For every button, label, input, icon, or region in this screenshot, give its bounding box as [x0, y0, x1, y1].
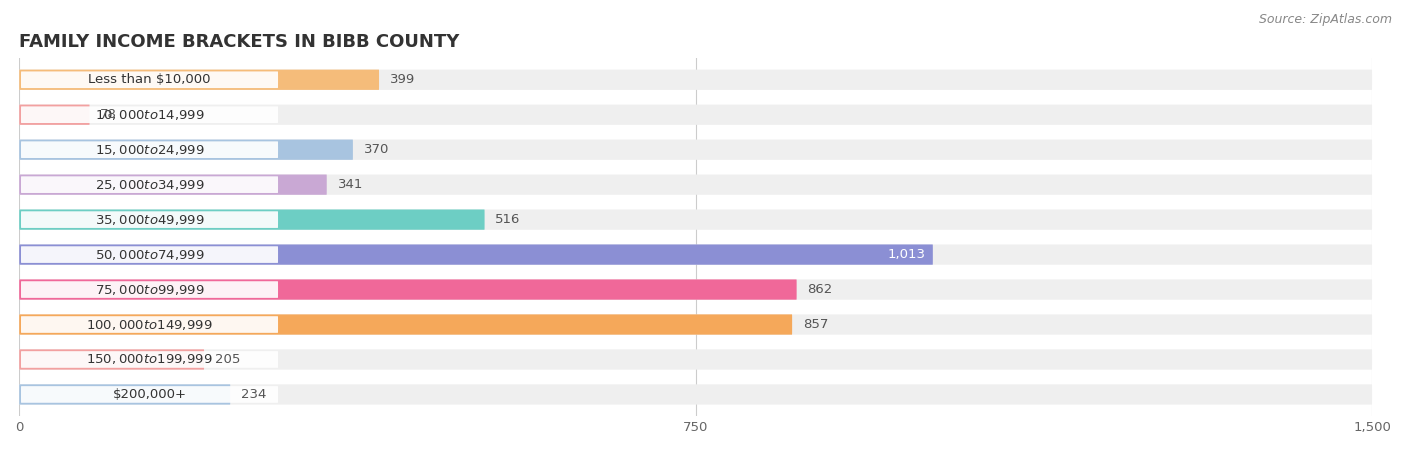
FancyBboxPatch shape	[20, 175, 326, 195]
Text: 205: 205	[215, 353, 240, 366]
Text: 78: 78	[100, 108, 117, 121]
Text: $50,000 to $74,999: $50,000 to $74,999	[94, 247, 204, 262]
Text: $200,000+: $200,000+	[112, 388, 187, 401]
FancyBboxPatch shape	[21, 386, 278, 403]
Text: 234: 234	[240, 388, 266, 401]
FancyBboxPatch shape	[20, 349, 204, 370]
FancyBboxPatch shape	[20, 384, 231, 405]
Text: $150,000 to $199,999: $150,000 to $199,999	[86, 352, 212, 366]
FancyBboxPatch shape	[20, 210, 1372, 230]
Text: $75,000 to $99,999: $75,000 to $99,999	[94, 282, 204, 296]
FancyBboxPatch shape	[20, 140, 353, 160]
Text: 516: 516	[495, 213, 520, 226]
Text: 399: 399	[389, 73, 415, 86]
FancyBboxPatch shape	[20, 70, 380, 90]
Text: Less than $10,000: Less than $10,000	[89, 73, 211, 86]
FancyBboxPatch shape	[20, 244, 932, 265]
Text: 862: 862	[807, 283, 832, 296]
FancyBboxPatch shape	[21, 71, 278, 88]
Text: FAMILY INCOME BRACKETS IN BIBB COUNTY: FAMILY INCOME BRACKETS IN BIBB COUNTY	[20, 33, 460, 51]
Text: $10,000 to $14,999: $10,000 to $14,999	[94, 108, 204, 122]
FancyBboxPatch shape	[20, 279, 1372, 299]
Text: $25,000 to $34,999: $25,000 to $34,999	[94, 178, 204, 192]
FancyBboxPatch shape	[21, 141, 278, 158]
FancyBboxPatch shape	[20, 244, 1372, 265]
FancyBboxPatch shape	[21, 246, 278, 263]
FancyBboxPatch shape	[20, 314, 792, 335]
FancyBboxPatch shape	[20, 210, 485, 230]
Text: $35,000 to $49,999: $35,000 to $49,999	[94, 213, 204, 227]
Text: 341: 341	[337, 178, 363, 191]
FancyBboxPatch shape	[21, 351, 278, 368]
FancyBboxPatch shape	[21, 176, 278, 193]
FancyBboxPatch shape	[21, 211, 278, 228]
Text: $100,000 to $149,999: $100,000 to $149,999	[86, 317, 212, 331]
FancyBboxPatch shape	[20, 314, 1372, 335]
FancyBboxPatch shape	[21, 106, 278, 123]
FancyBboxPatch shape	[20, 175, 1372, 195]
FancyBboxPatch shape	[20, 70, 1372, 90]
FancyBboxPatch shape	[20, 384, 1372, 405]
FancyBboxPatch shape	[20, 105, 90, 125]
FancyBboxPatch shape	[20, 279, 797, 299]
Text: 370: 370	[364, 143, 389, 156]
Text: Source: ZipAtlas.com: Source: ZipAtlas.com	[1258, 13, 1392, 26]
FancyBboxPatch shape	[21, 316, 278, 333]
FancyBboxPatch shape	[20, 105, 1372, 125]
FancyBboxPatch shape	[21, 281, 278, 298]
FancyBboxPatch shape	[20, 140, 1372, 160]
Text: 1,013: 1,013	[887, 248, 925, 261]
Text: $15,000 to $24,999: $15,000 to $24,999	[94, 143, 204, 157]
FancyBboxPatch shape	[20, 349, 1372, 370]
Text: 857: 857	[803, 318, 828, 331]
